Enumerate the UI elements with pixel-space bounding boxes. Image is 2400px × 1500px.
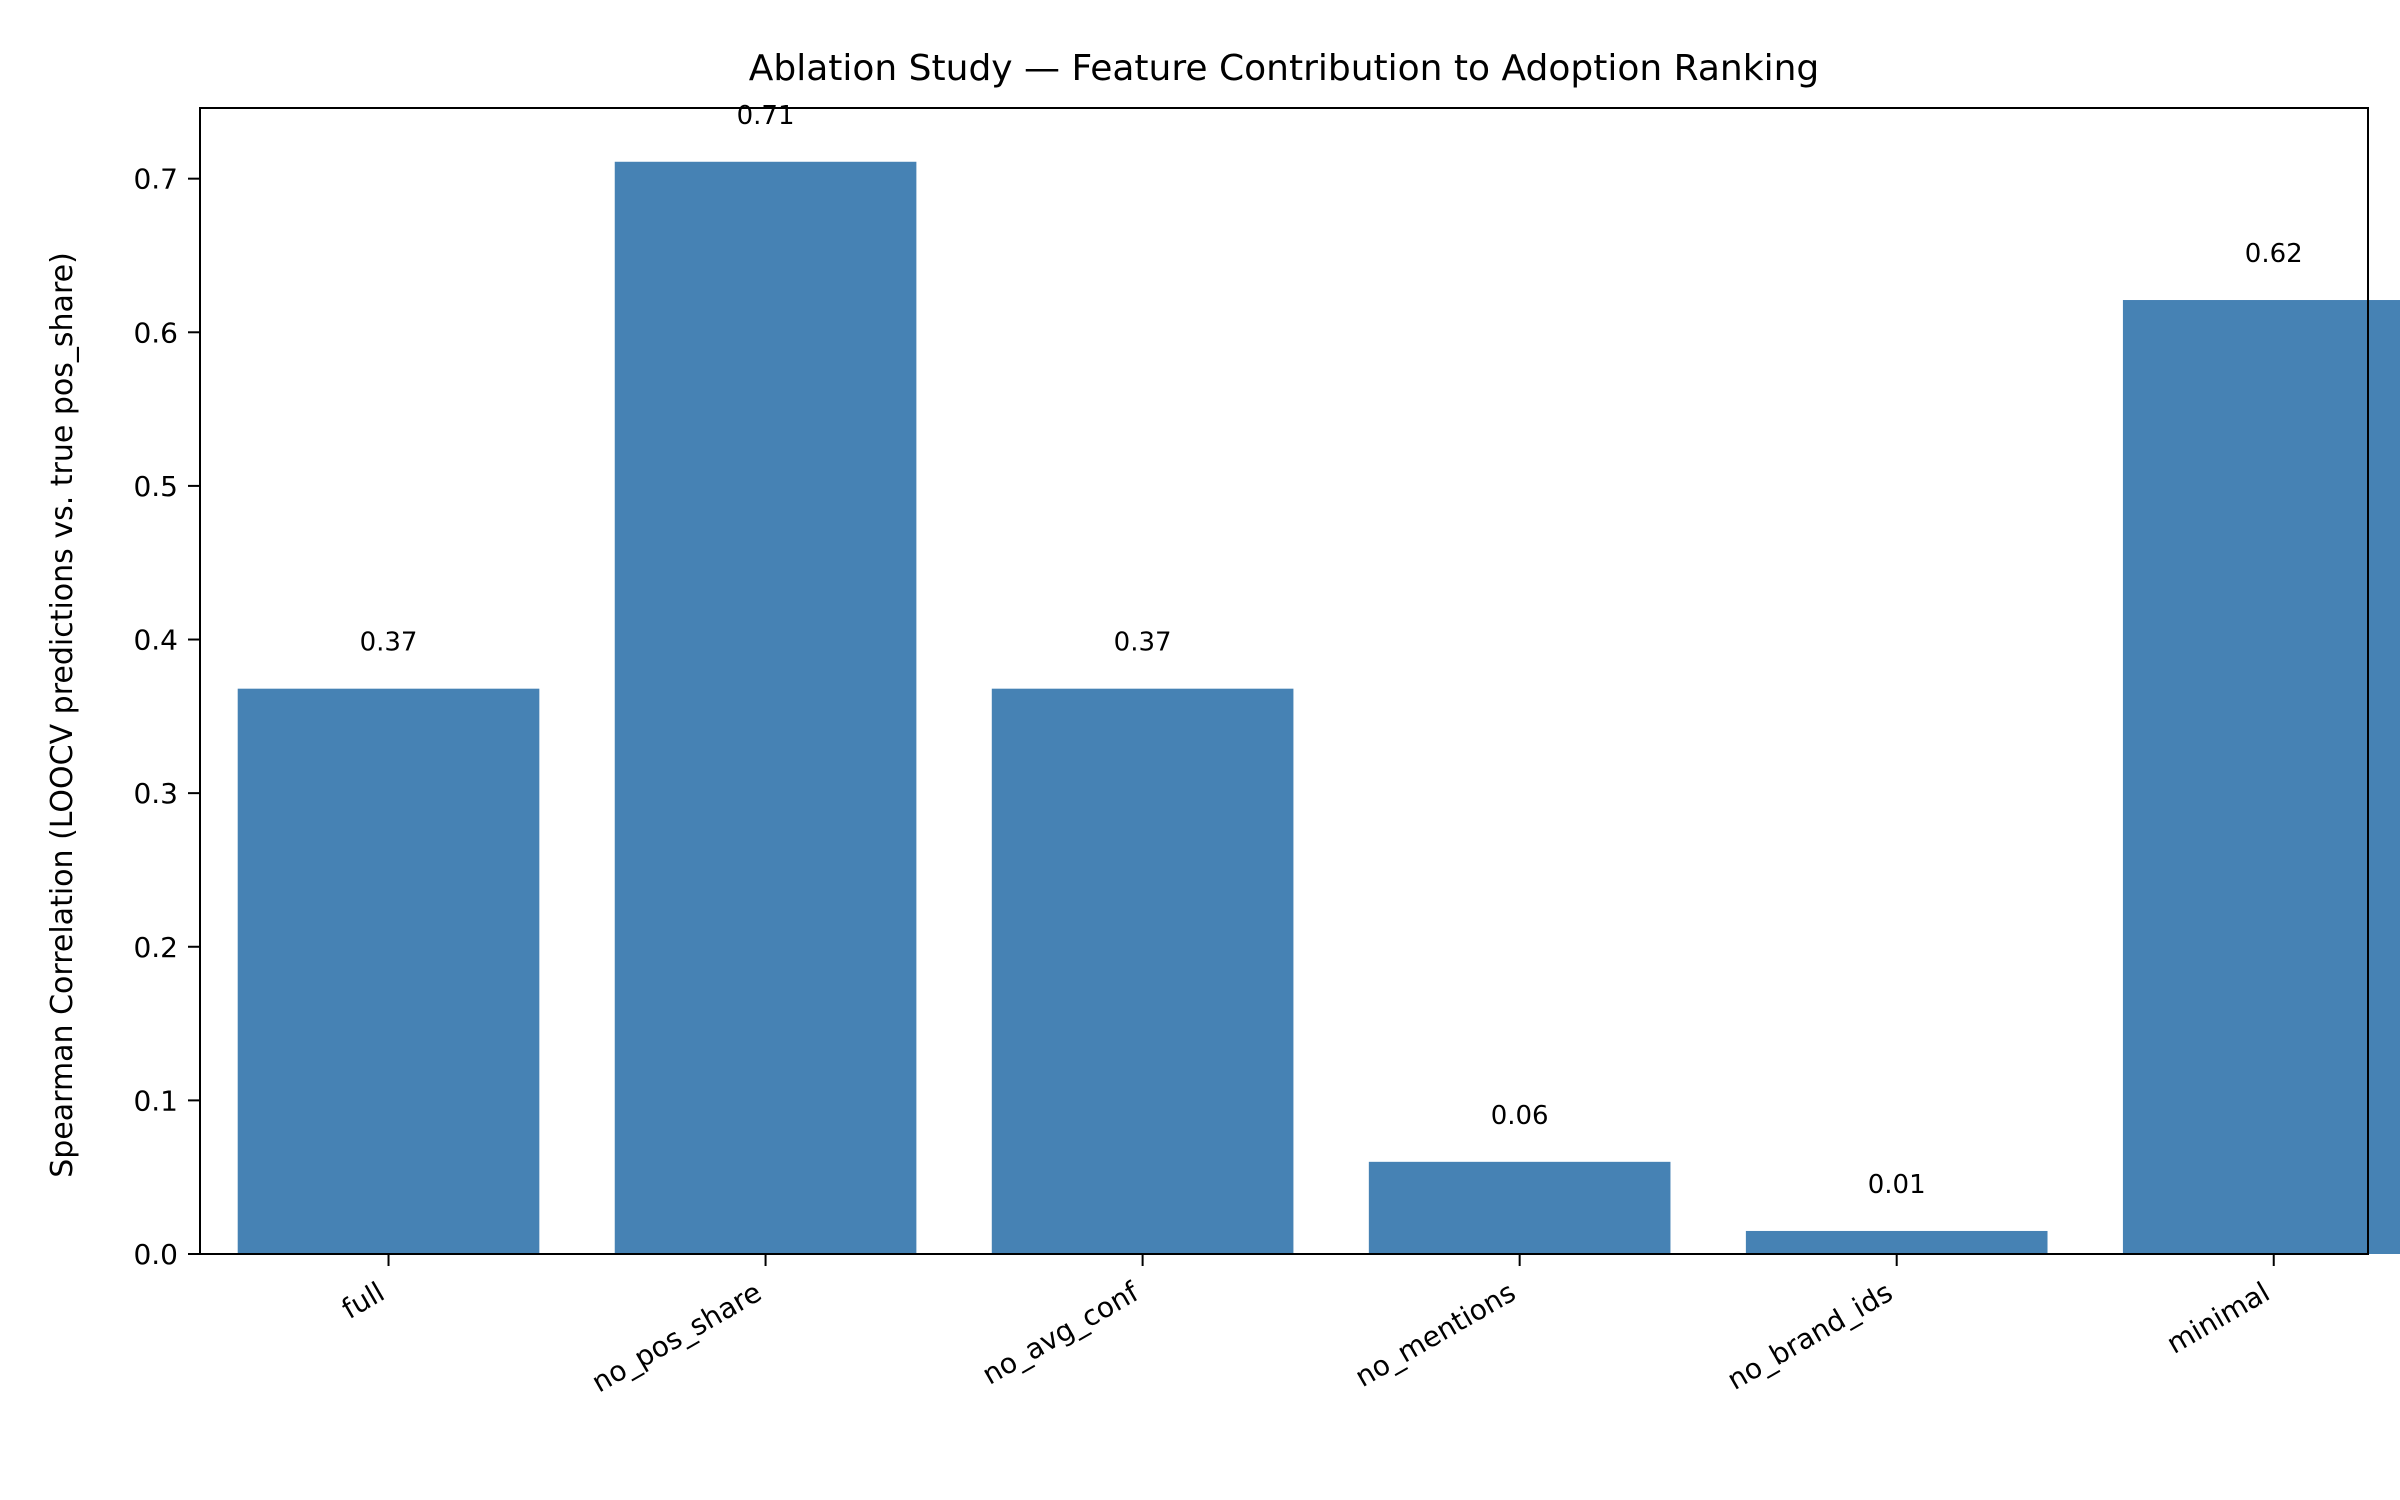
bar-no_brand_ids	[1745, 1230, 2048, 1254]
y-tick-label-0: 0.0	[133, 1238, 178, 1271]
y-tick-label-2: 0.2	[133, 931, 178, 964]
y-tick-label-3: 0.3	[133, 777, 178, 810]
data-label-minimal: 0.62	[2245, 239, 2303, 269]
y-tick-label-7: 0.7	[133, 163, 178, 196]
bar-no_avg_conf	[991, 688, 1294, 1254]
bar-no_pos_share	[614, 161, 917, 1255]
bar-minimal	[2122, 300, 2400, 1254]
bar-full	[237, 688, 540, 1254]
y-tick-label-5: 0.5	[133, 470, 178, 503]
data-label-full: 0.37	[360, 628, 418, 658]
chart-title: Ablation Study — Feature Contribution to…	[749, 48, 1820, 89]
data-labels-layer: 0.37 0.71 0.37 0.06 0.01 0.62	[360, 101, 2303, 1200]
data-label-no_mentions: 0.06	[1491, 1101, 1549, 1131]
plot-frame	[199, 107, 2369, 1255]
y-axis-label: Spearman Correlation (LOOCV predictions …	[45, 252, 80, 1178]
y-tick-label-4: 0.4	[133, 624, 178, 657]
data-label-no_brand_ids: 0.01	[1868, 1170, 1926, 1200]
y-tick-label-1: 0.1	[133, 1084, 178, 1117]
data-label-no_pos_share: 0.71	[737, 101, 795, 131]
data-label-no_avg_conf: 0.37	[1114, 628, 1172, 658]
bars-layer	[237, 161, 2400, 1255]
y-axis: 0.0 0.1 0.2 0.3 0.4 0.5 0.6 0.7	[133, 163, 200, 1271]
bar-no_mentions	[1368, 1161, 1671, 1254]
y-tick-label-6: 0.6	[133, 316, 178, 349]
